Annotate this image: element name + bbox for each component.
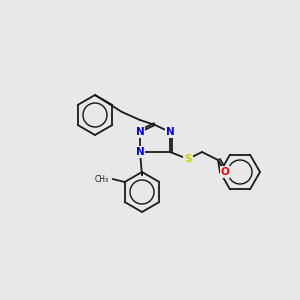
Text: S: S [184,154,192,164]
Text: N: N [136,147,144,157]
Text: CH₃: CH₃ [94,175,109,184]
Text: N: N [136,127,144,137]
Text: O: O [220,167,230,177]
Text: N: N [166,127,174,137]
